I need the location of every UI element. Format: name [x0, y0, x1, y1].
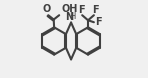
Text: N: N [65, 12, 73, 22]
Text: F: F [95, 17, 102, 27]
Text: F: F [78, 5, 84, 15]
Text: O: O [43, 4, 51, 14]
Text: OH: OH [61, 4, 78, 14]
Text: F: F [92, 5, 98, 15]
Text: H: H [69, 12, 75, 21]
